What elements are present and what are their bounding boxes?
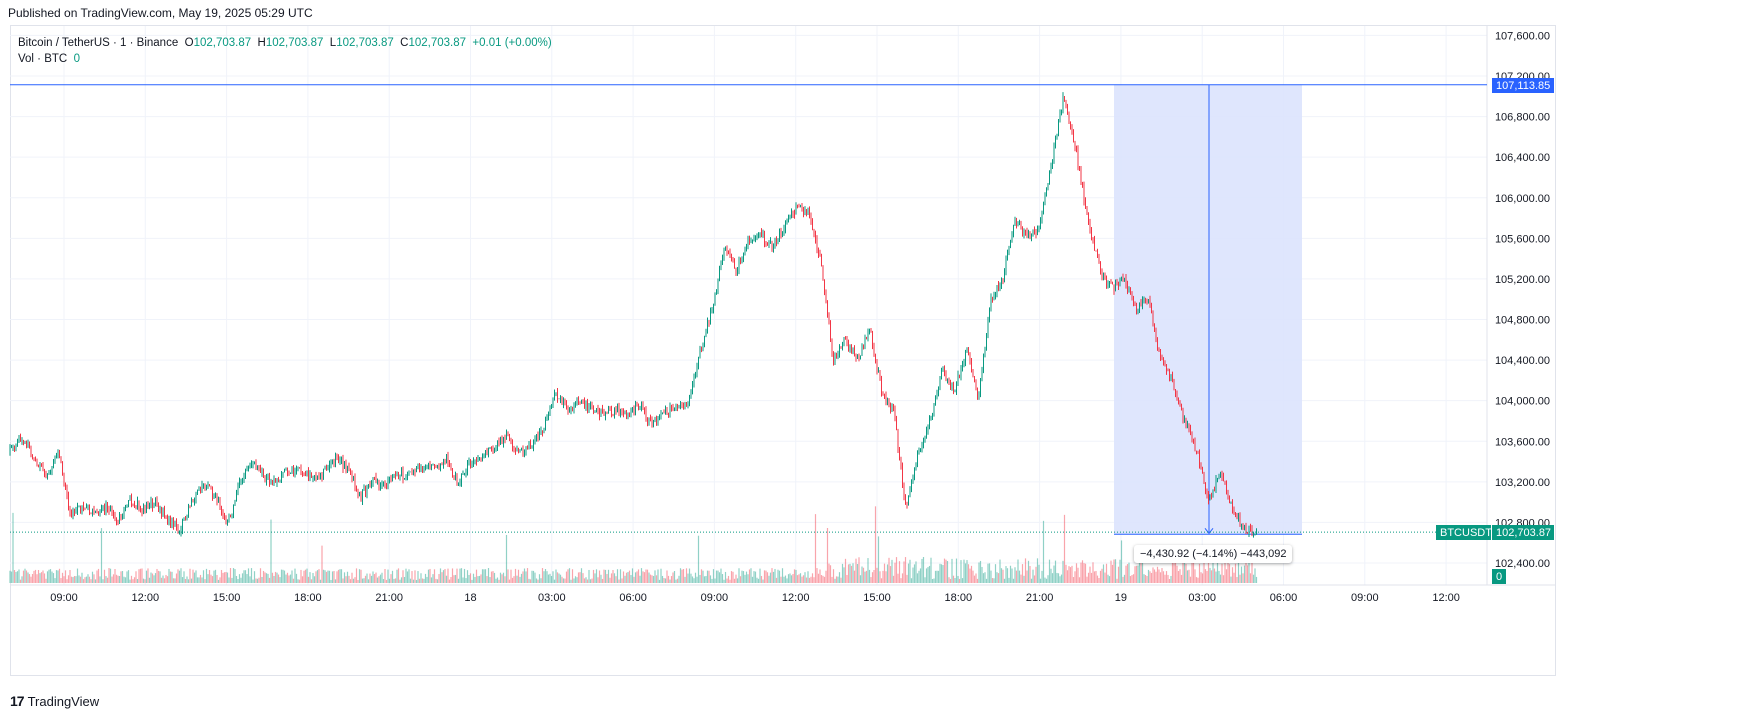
y-tick-label: 106,800.00 [1495,112,1550,124]
open-value: 102,703.87 [193,37,252,49]
close-value: 102,703.87 [408,37,467,49]
close-label: C [400,37,409,49]
chart-grid [10,26,1556,586]
x-tick-label: 15:00 [863,592,891,604]
chart-frame[interactable] [10,25,1556,676]
y-tick-label: 103,600.00 [1495,436,1550,448]
y-tick-label: 105,200.00 [1495,274,1550,286]
measure-zone [1114,84,1302,535]
high-label: H [257,37,266,49]
symbol-legend: Bitcoin / TetherUS · 1 · Binance O102,70… [18,35,552,67]
volume-value: 0 [73,53,81,65]
x-tick-label: 12:00 [782,592,810,604]
x-tick-label: 15:00 [213,592,241,604]
x-tick-label: 19 [1115,592,1127,604]
time-axis: 09:00 12:00 15:00 18:00 21:00 18 03:00 06:00 09:… [50,592,1460,604]
y-tick-label: 106,400.00 [1495,152,1550,164]
y-tick-label: 105,600.00 [1495,233,1550,245]
measure-label: −4,430.92 (−4.14%) −443,092 [1134,545,1293,563]
x-tick-label: 06:00 [619,592,647,604]
last-price-tag: 102,703.87 [1492,525,1554,541]
volume-bars [9,506,1258,583]
low-label: L [329,37,337,49]
x-tick-label: 03:00 [538,592,566,604]
change-value: +0.01 (+0.00%) [472,37,552,49]
measure-arrow-head [1204,527,1214,535]
y-tick-label: 104,800.00 [1495,315,1550,327]
candles [9,92,1257,538]
x-tick-label: 18:00 [945,592,973,604]
price-lines [10,84,1487,533]
x-tick-label: 03:00 [1188,592,1216,604]
y-tick-label: 103,200.00 [1495,477,1550,489]
x-tick-label: 18 [464,592,476,604]
low-value: 102,703.87 [336,37,394,49]
measure-rect [1114,84,1302,535]
x-tick-label: 21:00 [375,592,403,604]
x-tick-label: 21:00 [1026,592,1054,604]
tradingview-logo[interactable]: 17 TradingView [10,693,99,709]
x-tick-label: 12:00 [132,592,160,604]
y-tick-label: 107,600.00 [1495,30,1550,42]
high-price-tag: 107,113.85 [1492,77,1554,93]
published-note: Published on TradingView.com, May 19, 20… [8,6,313,20]
y-tick-label: 104,400.00 [1495,355,1550,367]
symbol-tag: BTCUSDT [1436,525,1492,541]
x-tick-label: 12:00 [1432,592,1460,604]
brand-name: TradingView [27,693,100,709]
x-tick-label: 09:00 [50,592,78,604]
x-tick-label: 09:00 [1351,592,1379,604]
y-tick-label: 104,000.00 [1495,396,1550,408]
y-tick-label: 102,400.00 [1495,558,1550,570]
price-axis: 107,600.00107,200.00106,800.00106,400.00… [1495,30,1550,570]
open-label: O [184,37,194,49]
symbol-title[interactable]: Bitcoin / TetherUS · 1 · Binance [18,37,179,49]
x-tick-label: 09:00 [701,592,729,604]
volume-tag: 0 [1492,569,1506,584]
x-tick-label: 06:00 [1270,592,1298,604]
volume-label[interactable]: Vol · BTC [18,53,68,65]
x-tick-label: 18:00 [294,592,322,604]
high-value: 102,703.87 [265,37,324,49]
tradingview-icon: 17 [10,693,25,709]
y-tick-label: 106,000.00 [1495,193,1550,205]
